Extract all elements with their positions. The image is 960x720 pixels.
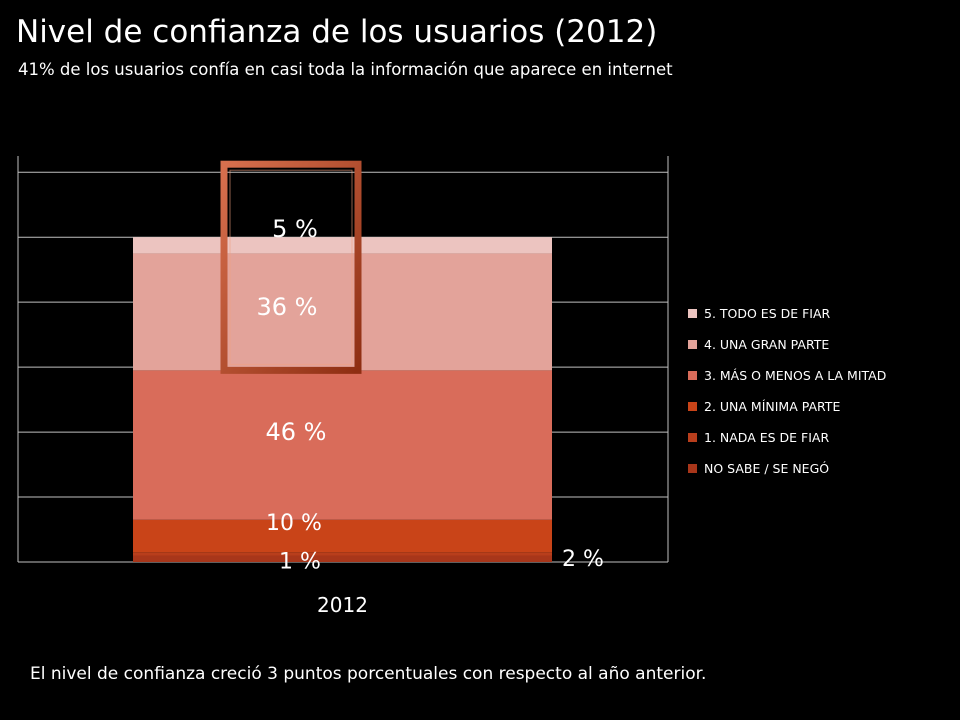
- legend-label: 2. UNA MÍNIMA PARTE: [704, 399, 841, 414]
- legend-swatch: [688, 433, 697, 442]
- data-label-4: 46 %: [266, 418, 327, 446]
- legend-label: NO SABE / SE NEGÓ: [704, 461, 830, 476]
- legend-swatch: [688, 309, 697, 318]
- bar-segment-2: [133, 552, 552, 556]
- highlight-frame: [220, 160, 362, 374]
- data-label-3: 10 %: [266, 511, 322, 536]
- slide-title: Nivel de confianza de los usuarios (2012…: [16, 14, 658, 50]
- legend-item: NO SABE / SE NEGÓ: [688, 453, 886, 484]
- legend-swatch: [688, 402, 697, 411]
- bar-segment-4: [133, 370, 552, 520]
- bar-segment-5: [133, 253, 552, 371]
- slide-subtitle: 41% de los usuarios confía en casi toda …: [18, 60, 673, 79]
- data-label-1: 2 %: [562, 547, 604, 572]
- bar-segment-6: [133, 237, 552, 254]
- bar-segment-1: [133, 555, 552, 562]
- legend-swatch: [688, 464, 697, 473]
- legend-label: 4. UNA GRAN PARTE: [704, 337, 830, 352]
- chart-x-axis: 2012: [317, 593, 368, 617]
- highlight-frame-inner: [229, 169, 353, 365]
- legend-swatch: [688, 371, 697, 380]
- legend-item: 1. NADA ES DE FIAR: [688, 422, 886, 453]
- legend-label: 3. MÁS O MENOS A LA MITAD: [704, 368, 887, 383]
- legend-swatch: [688, 340, 697, 349]
- chart-data-labels: 2 % 1 % 10 % 46 % 36 % 5 %: [257, 215, 604, 574]
- legend-item: 4. UNA GRAN PARTE: [688, 329, 886, 360]
- chart-legend: 5. TODO ES DE FIAR 4. UNA GRAN PARTE 3. MÁ…: [688, 298, 886, 484]
- data-label-2: 1 %: [279, 549, 321, 574]
- legend-label: 1. NADA ES DE FIAR: [704, 430, 830, 445]
- stacked-bar-chart: 2 % 1 % 10 % 46 % 36 % 5 % 2012: [17, 156, 669, 617]
- data-label-5: 36 %: [257, 293, 318, 321]
- highlight-frame-rect: [220, 160, 362, 374]
- x-tick-label: 2012: [317, 593, 368, 617]
- slide-footnote: El nivel de confianza creció 3 puntos po…: [30, 664, 707, 684]
- legend-item: 2. UNA MÍNIMA PARTE: [688, 391, 886, 422]
- chart-bars: [133, 237, 552, 562]
- legend-item: 3. MÁS O MENOS A LA MITAD: [688, 360, 886, 391]
- legend-label: 5. TODO ES DE FIAR: [704, 306, 831, 321]
- bar-segment-3: [133, 519, 552, 553]
- data-label-6: 5 %: [272, 215, 318, 243]
- legend-item: 5. TODO ES DE FIAR: [688, 298, 886, 329]
